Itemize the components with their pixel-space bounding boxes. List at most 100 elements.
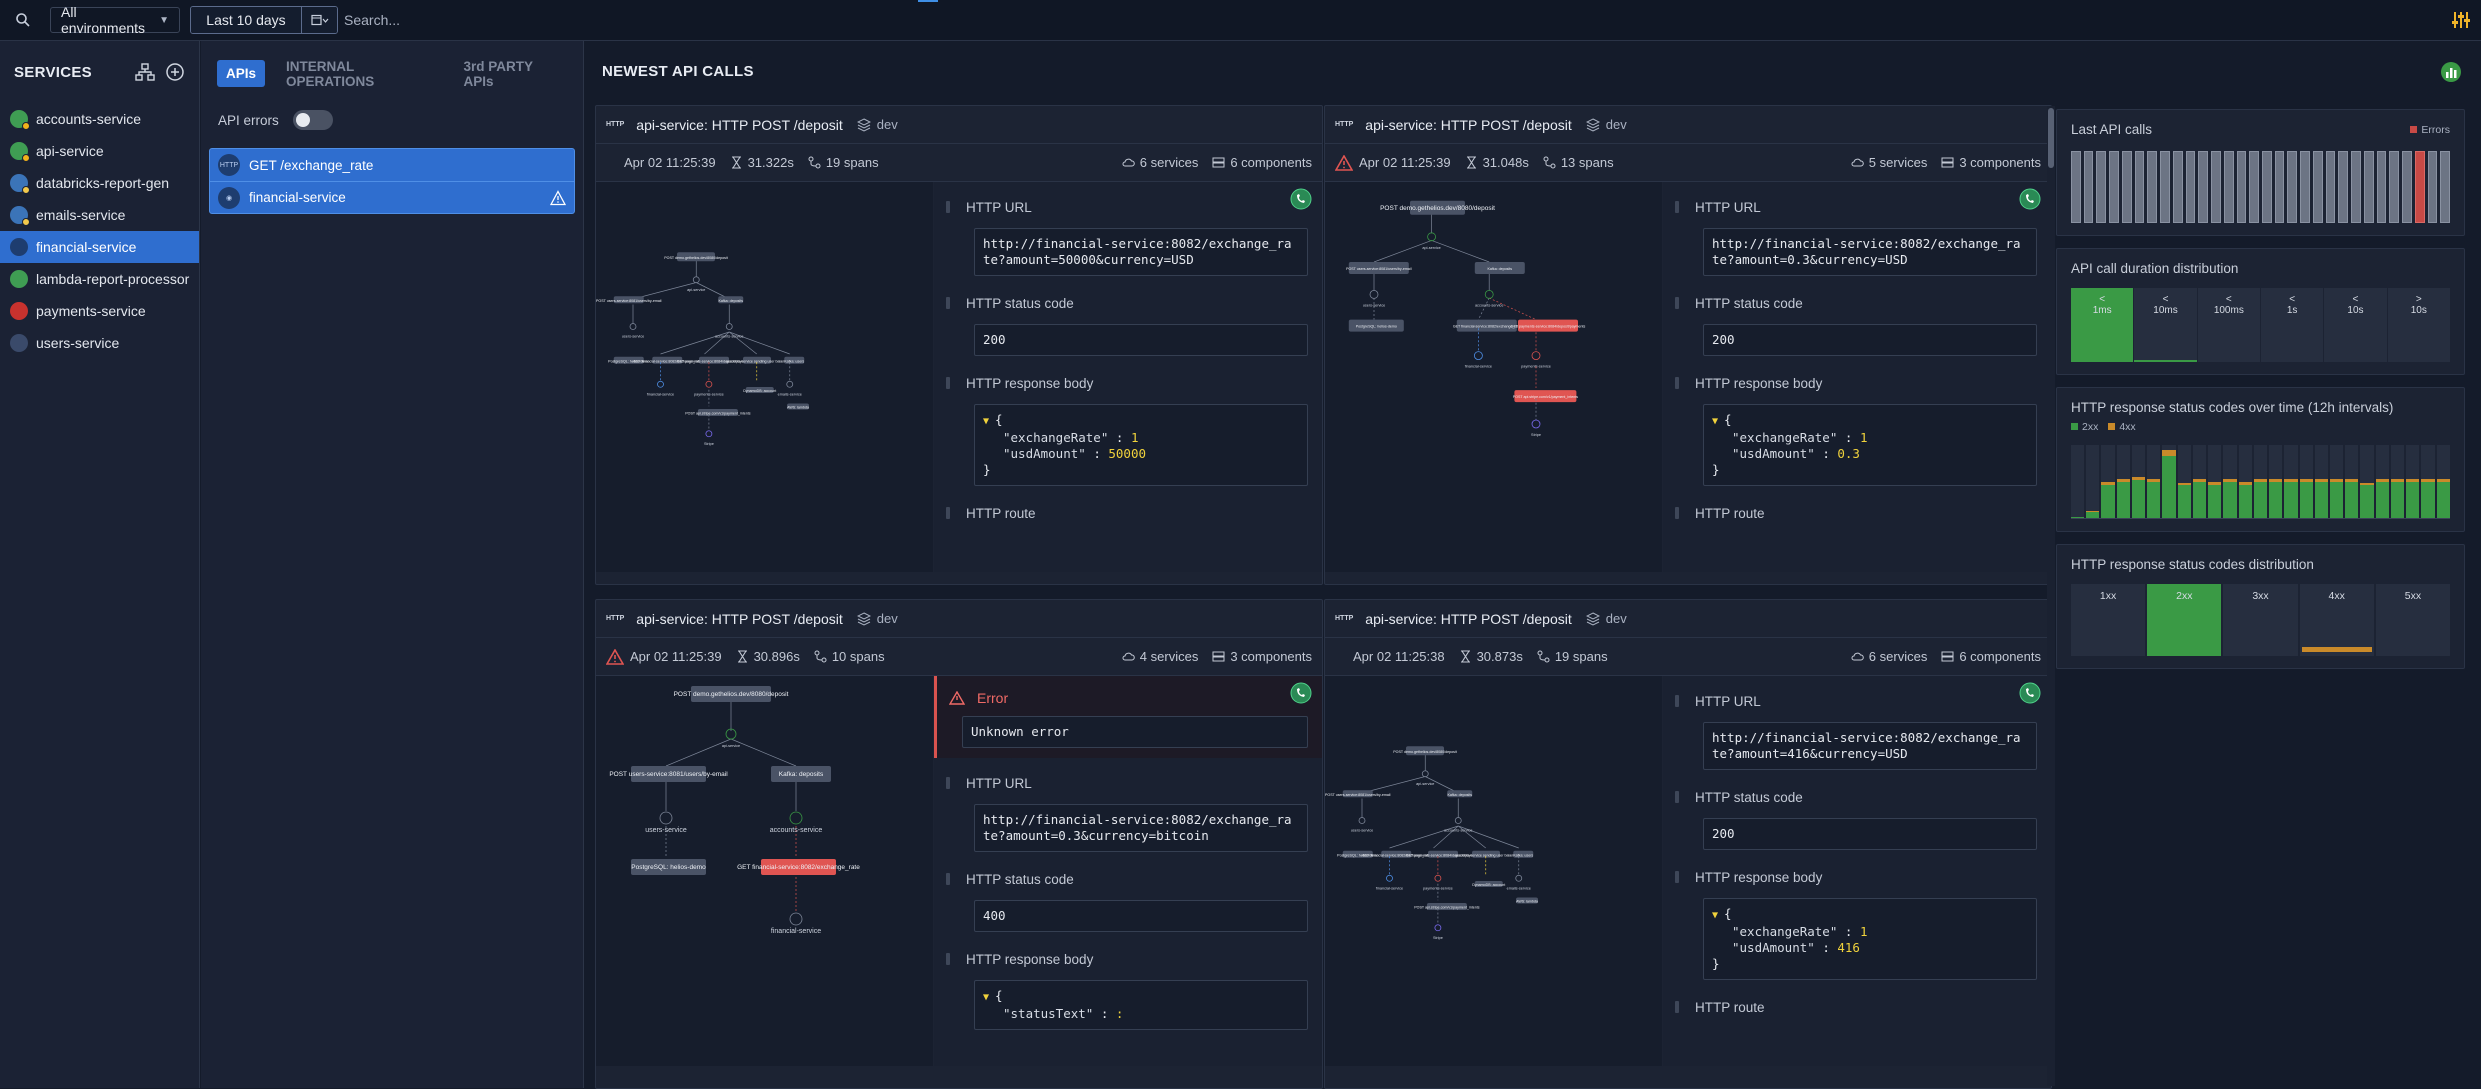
status-bucket-4xx[interactable]: 4xx	[2299, 584, 2374, 656]
trace-node-op[interactable]: POST api.stripe.com/v1/payment_intents	[1414, 903, 1480, 910]
settings-sliders-icon[interactable]	[2451, 10, 2471, 30]
service-map-icon[interactable]	[135, 62, 155, 82]
sidebar-item-api-service[interactable]: api-service	[0, 135, 199, 167]
status-time-column[interactable]	[2375, 445, 2389, 518]
call-bar[interactable]	[2134, 151, 2145, 223]
duration-bucket[interactable]: <10ms	[2134, 288, 2197, 362]
call-bar[interactable]	[2389, 151, 2400, 223]
replay-call-icon[interactable]	[1290, 682, 1312, 704]
call-bar[interactable]	[2312, 151, 2323, 223]
trace-node-op[interactable]: POST users-service:8081/users/by-email	[1325, 790, 1391, 798]
service-node[interactable]	[1421, 770, 1429, 778]
status-time-column[interactable]	[2360, 445, 2374, 518]
drag-handle-icon[interactable]	[1675, 871, 1679, 883]
trace-view[interactable]: POST demo.gethelios.dev/8080/deposit api-…	[596, 182, 933, 572]
call-bar[interactable]	[2262, 151, 2272, 223]
trace-node-op[interactable]: AWS: lambda	[1516, 897, 1538, 904]
call-bar[interactable]	[2172, 151, 2183, 223]
status-time-column[interactable]	[2390, 445, 2405, 518]
call-bar[interactable]	[2121, 151, 2132, 223]
call-bar[interactable]	[2440, 151, 2451, 223]
drag-handle-icon[interactable]	[946, 953, 950, 965]
drag-handle-icon[interactable]	[946, 377, 950, 389]
trace-graph[interactable]: POST demo.gethelios.dev/8080/deposit api-…	[1325, 676, 1662, 1066]
service-node[interactable]	[629, 323, 637, 330]
drag-handle-icon[interactable]	[1675, 695, 1679, 707]
status-bucket-3xx[interactable]: 3xx	[2223, 584, 2298, 656]
status-time-column[interactable]	[2329, 445, 2344, 518]
replay-call-icon[interactable]	[2019, 682, 2041, 704]
collapse-triangle-icon[interactable]: ▼	[1712, 416, 1725, 427]
status-time-column[interactable]	[2086, 445, 2100, 518]
trace-node-op[interactable]: GET payments-service:8084/deposit/paymen…	[1406, 850, 1481, 858]
call-bar[interactable]	[2325, 151, 2336, 223]
api-call-card[interactable]: HTTP api-service: HTTP POST /deposit dev Ap…	[595, 599, 1323, 1089]
call-bar[interactable]	[2071, 151, 2081, 223]
drag-handle-icon[interactable]	[946, 777, 950, 789]
trace-node-op[interactable]: accounts-service sending user balance	[726, 356, 788, 364]
search-input[interactable]	[344, 12, 1344, 28]
service-node[interactable]	[1484, 290, 1494, 299]
status-time-column[interactable]	[2238, 445, 2252, 518]
status-time-column[interactable]	[2192, 445, 2207, 518]
status-time-column[interactable]	[2116, 445, 2130, 518]
tab-internal-operations[interactable]: INTERNAL OPERATIONS	[286, 58, 375, 89]
status-time-column[interactable]	[2345, 445, 2359, 518]
trace-node-op[interactable]: Kafka: users	[1513, 850, 1533, 858]
service-node[interactable]	[1369, 290, 1379, 299]
trace-node-op[interactable]: GET payments-service:8084/deposit/paymen…	[677, 356, 752, 364]
service-node[interactable]	[725, 323, 733, 330]
sidebar-item-financial-service[interactable]: financial-service	[0, 231, 199, 263]
trace-node-db[interactable]: PostgreSQL: helios-demo	[1348, 319, 1404, 332]
service-node[interactable]	[1434, 924, 1442, 932]
replay-call-icon[interactable]	[1290, 188, 1312, 210]
sidebar-item-payments-service[interactable]: payments-service	[0, 295, 199, 327]
scrollbar-thumb[interactable]	[2048, 108, 2054, 168]
trace-node-op[interactable]: AWS: lambda	[787, 403, 809, 410]
trace-view[interactable]: POST demo.gethelios.dev/8080/deposit api-…	[1325, 182, 1662, 572]
status-time-column[interactable]	[2436, 445, 2450, 518]
trace-node-op[interactable]: Kafka: deposits	[718, 296, 744, 304]
status-time-column[interactable]	[2421, 445, 2435, 518]
status-bucket-5xx[interactable]: 5xx	[2375, 584, 2451, 656]
trace-graph[interactable]: POST demo.gethelios.dev/8080/deposit api-…	[596, 182, 933, 572]
call-bar[interactable]	[2274, 151, 2285, 223]
add-service-icon[interactable]	[165, 62, 185, 82]
trace-view[interactable]: POST demo.gethelios.dev/8080/deposit api-…	[1325, 676, 1662, 1066]
trace-node-db[interactable]: DynamoDB: account	[1472, 881, 1505, 887]
call-bar[interactable]	[2223, 151, 2234, 223]
duration-bucket[interactable]: <10s	[2324, 288, 2387, 362]
collapse-triangle-icon[interactable]: ▼	[1712, 910, 1725, 921]
status-time-column[interactable]	[2101, 445, 2115, 518]
trace-node-op[interactable]: Kafka: deposits	[771, 766, 831, 782]
status-time-column[interactable]	[2269, 445, 2283, 518]
call-bar[interactable]	[2351, 151, 2361, 223]
api-call-card[interactable]: HTTP api-service: HTTP POST /deposit dev Ap…	[595, 105, 1323, 585]
api-call-card[interactable]: HTTP api-service: HTTP POST /deposit dev Ap…	[1324, 599, 2052, 1089]
search-icon[interactable]	[16, 13, 30, 27]
trace-graph[interactable]: POST demo.gethelios.dev/8080/deposit api-…	[596, 676, 933, 1066]
drag-handle-icon[interactable]	[1675, 1001, 1679, 1013]
api-call-card[interactable]: HTTP api-service: HTTP POST /deposit dev Ap…	[1324, 105, 2052, 585]
service-node[interactable]	[725, 728, 737, 740]
trace-node-op[interactable]: POST api.stripe.com/v1/payment_intents	[685, 409, 751, 416]
trace-node-db[interactable]: PostgreSQL: helios-demo	[631, 859, 706, 875]
status-time-column[interactable]	[2299, 445, 2313, 518]
call-bar[interactable]	[2185, 151, 2196, 223]
status-time-column[interactable]	[2314, 445, 2328, 518]
trace-node-root[interactable]: POST demo.gethelios.dev/8080/deposit	[1393, 746, 1457, 756]
call-bar[interactable]	[2198, 151, 2209, 223]
collapse-triangle-icon[interactable]: ▼	[983, 416, 996, 427]
trace-view[interactable]: POST demo.gethelios.dev/8080/deposit api-…	[596, 676, 933, 1066]
service-node[interactable]	[1515, 874, 1523, 882]
trace-graph[interactable]: POST demo.gethelios.dev/8080/deposit api-…	[1325, 182, 1662, 572]
service-node[interactable]	[705, 430, 713, 438]
drag-handle-icon[interactable]	[1675, 377, 1679, 389]
date-range-select[interactable]: Last 10 days	[190, 6, 338, 34]
trace-node-root[interactable]: POST demo.gethelios.dev/8080/deposit	[1380, 200, 1495, 215]
status-time-column[interactable]	[2284, 445, 2298, 518]
trace-node-op[interactable]: POST users-service:8081/users/by-email	[596, 296, 662, 304]
drag-handle-icon[interactable]	[946, 201, 950, 213]
trace-node-op[interactable]: accounts-service sending user balance	[1455, 850, 1517, 858]
trace-node-db[interactable]: PostgreSQL: helios-demo	[608, 356, 649, 364]
